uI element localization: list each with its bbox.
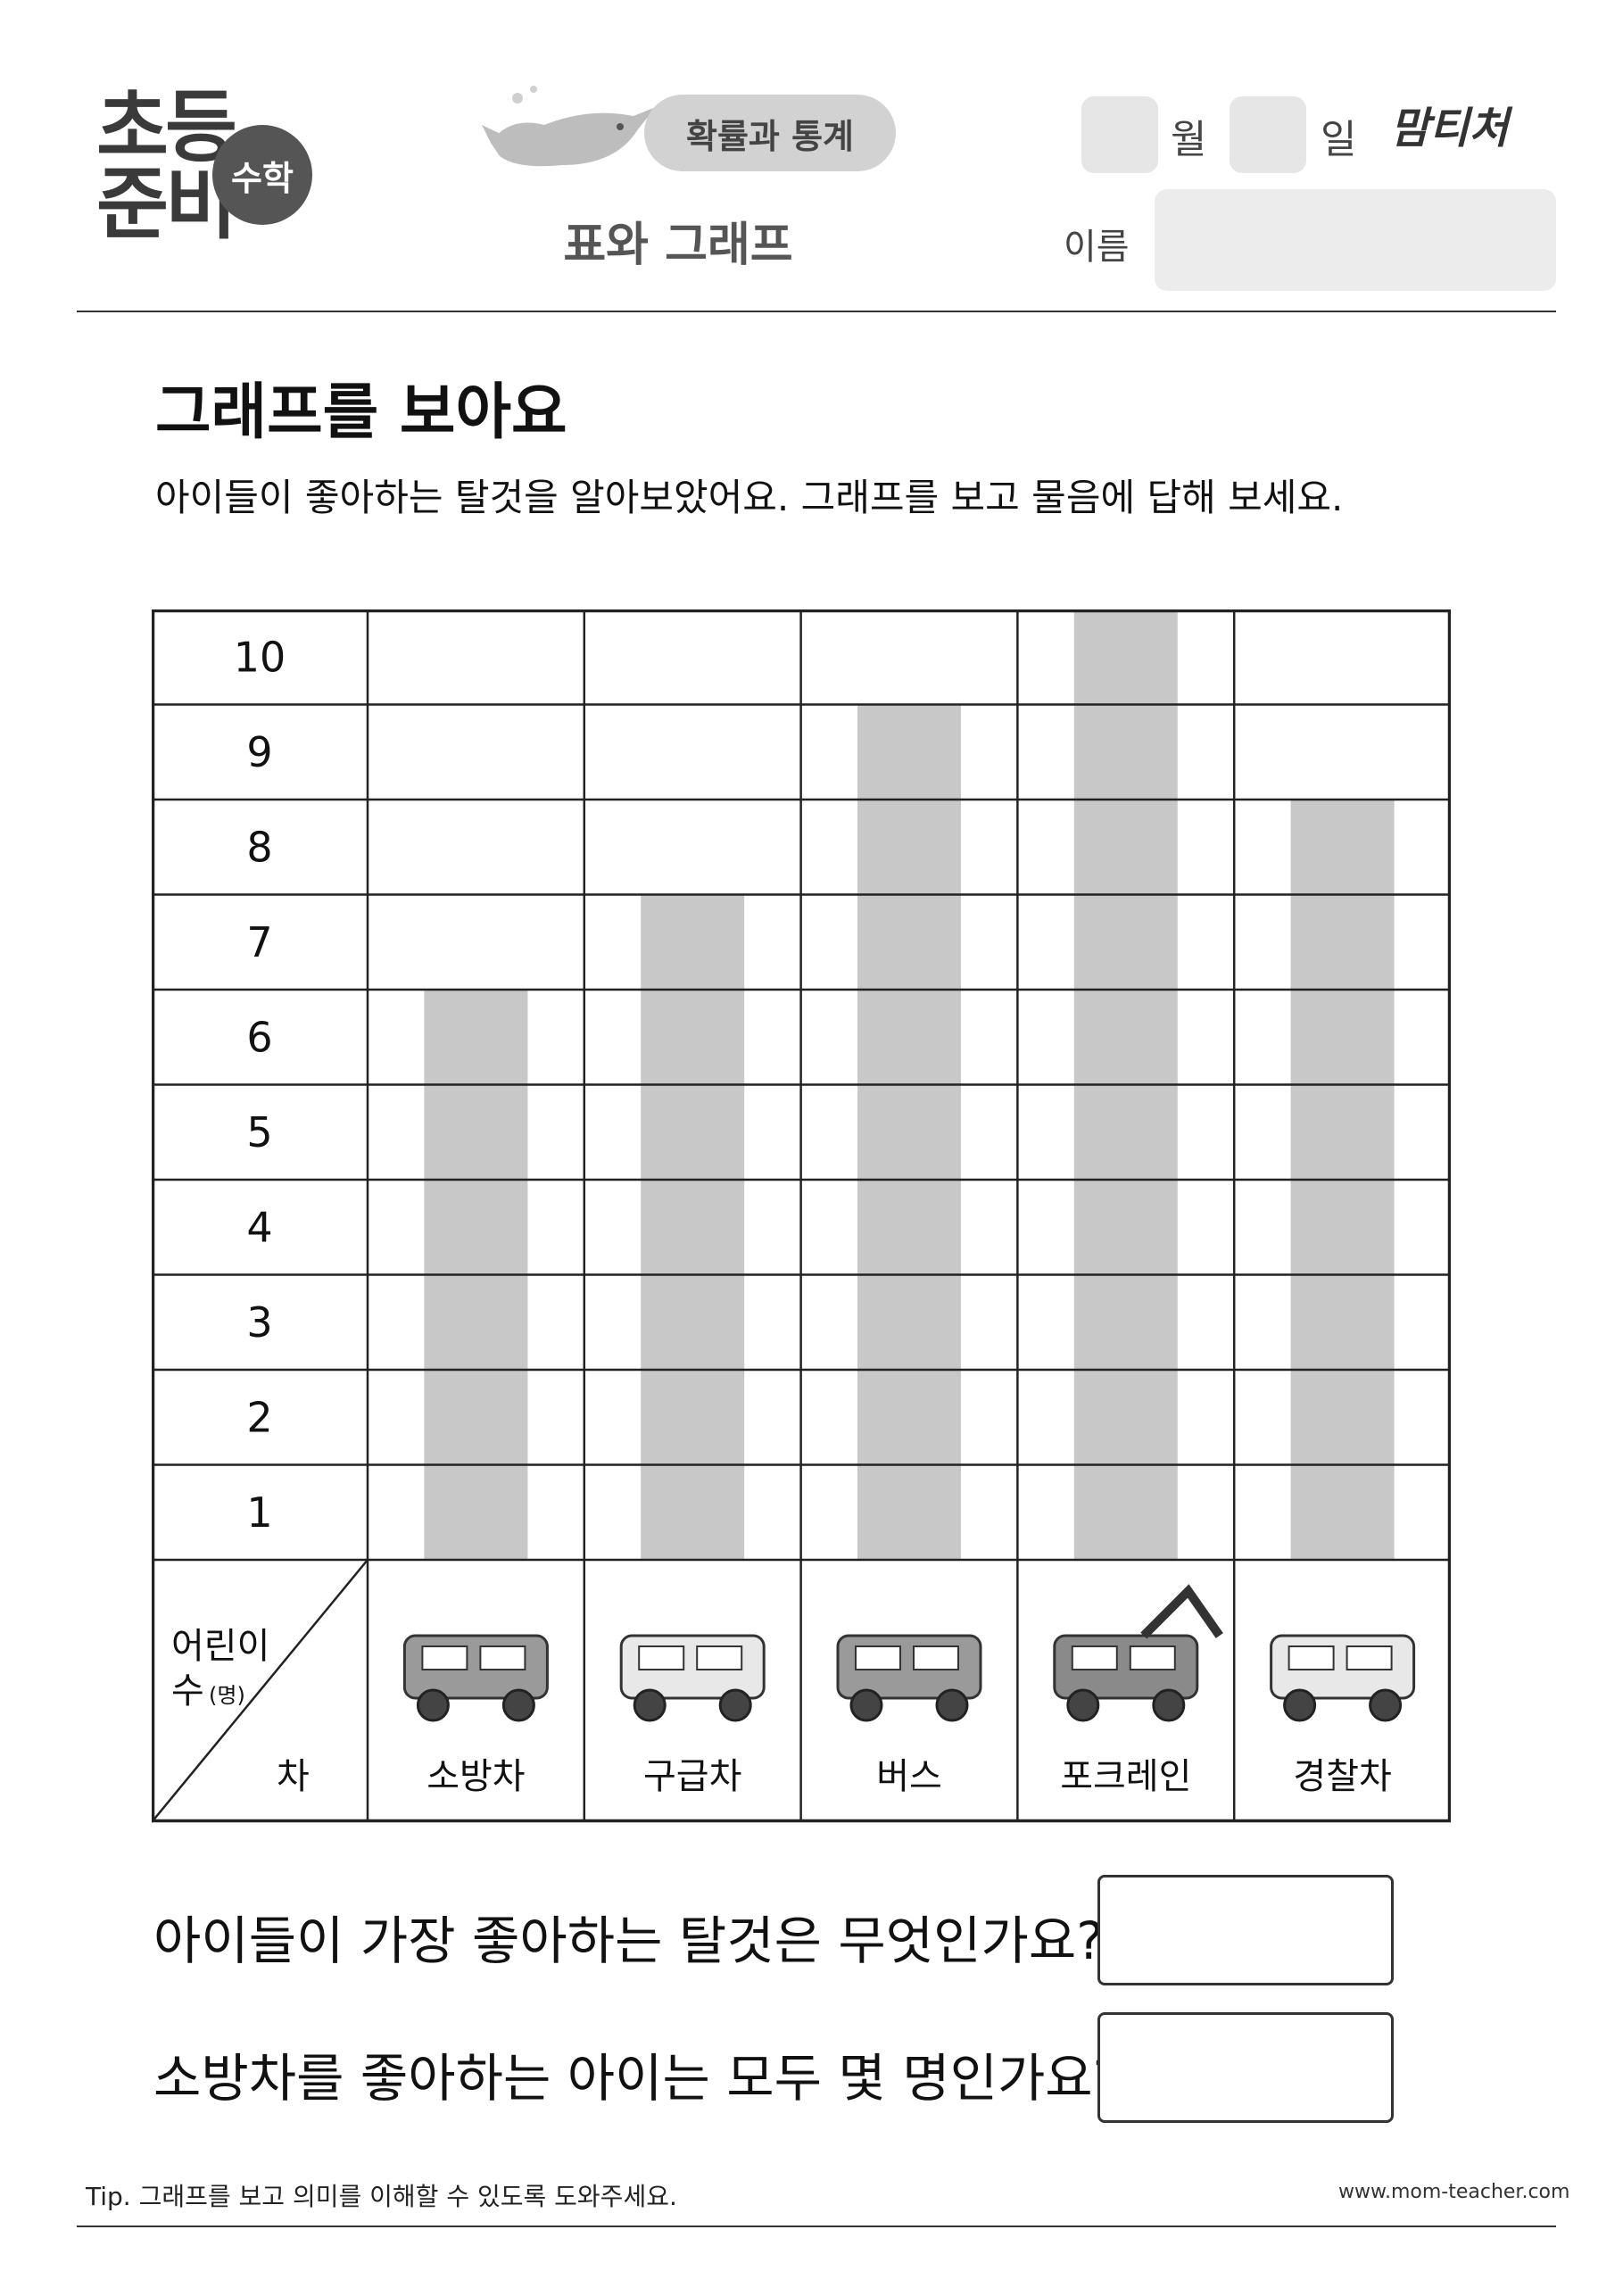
excavator-icon [1053,1584,1223,1722]
answer-box-2[interactable] [1097,2012,1394,2123]
y-tick-label: 8 [246,823,272,871]
question-1: 아이들이 가장 좋아하는 탈것은 무엇인가요? [153,1911,1105,1971]
month-field[interactable] [1081,96,1158,173]
ambulance-icon [619,1634,766,1722]
tip-text: Tip. 그래프를 보고 의미를 이해할 수 있도록 도와주세요. [86,2182,677,2211]
bar-2 [641,894,745,1560]
corner-label-mid: 수 [171,1670,204,1712]
day-field[interactable] [1230,96,1306,173]
topic-badge: 확률과 통계 [644,95,896,171]
y-tick-label: 7 [246,918,272,966]
instruction-text: 아이들이 좋아하는 탈것을 알아보았어요. 그래프를 보고 물음에 답해 보세요… [155,476,1344,519]
corner-diagonal [152,1559,368,1823]
y-tick-label: 1 [246,1488,272,1537]
y-tick-label: 5 [246,1108,272,1156]
whale-icon [482,86,656,167]
fire-truck-icon [402,1634,549,1722]
page-title: 그래프를 보아요 [155,377,567,448]
category-label: 버스 [876,1756,942,1797]
police-car-icon [1270,1634,1416,1722]
answer-box-1[interactable] [1097,1875,1394,1985]
brand-logo: 맘티처 [1390,104,1509,153]
y-tick-label: 6 [246,1013,272,1061]
y-tick-label: 9 [246,728,272,776]
name-label: 이름 [1064,227,1130,268]
logo-badge: 수학 [212,125,312,225]
category-label: 포크레인 [1060,1756,1191,1797]
question-2: 소방차를 좋아하는 아이는 모두 몇 명인가요? [153,2048,1121,2109]
page-subtitle: 표와 그래프 [563,219,793,272]
y-tick-label: 3 [246,1298,272,1347]
bus-icon [836,1634,982,1722]
category-label: 소방차 [426,1756,525,1797]
category-label: 구급차 [643,1756,741,1797]
name-field[interactable] [1155,189,1556,291]
footer-divider [77,2226,1556,2227]
y-tick-label: 4 [246,1203,272,1251]
header-divider [77,311,1556,312]
corner-unit: (명) [209,1683,245,1708]
y-tick-label: 10 [234,633,286,681]
site-url: www.mom-teacher.com [1338,2181,1570,2203]
category-label: 경찰차 [1293,1756,1391,1797]
month-label: 월 [1171,117,1207,162]
corner-label-bottom: 차 [277,1756,310,1797]
corner-label-top: 어린이 [171,1626,269,1667]
day-label: 일 [1321,117,1357,162]
bar-3 [857,704,961,1560]
y-tick-label: 2 [246,1393,272,1441]
